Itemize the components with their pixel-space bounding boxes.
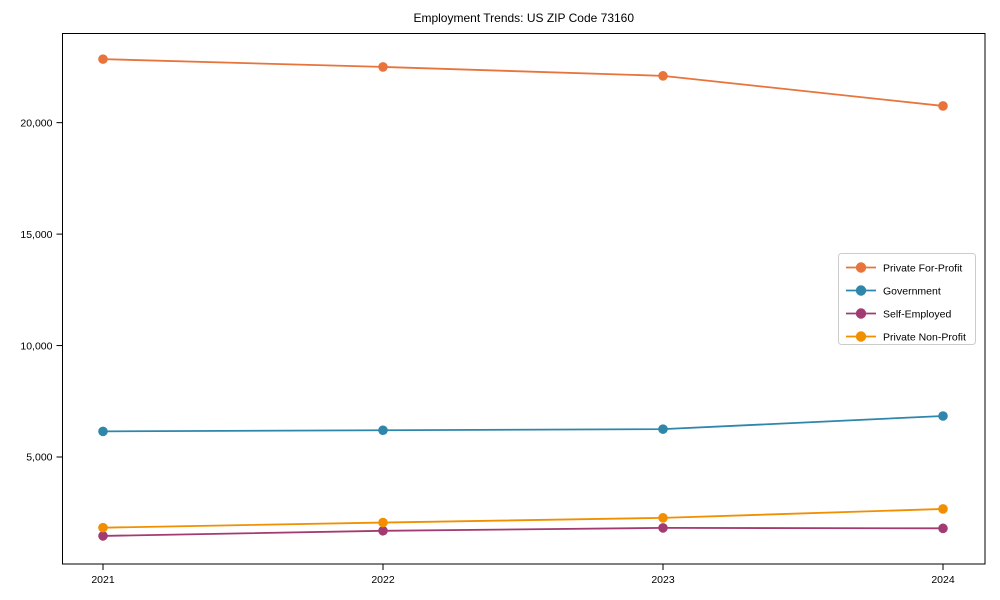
y-tick-label: 10,000 [20,340,52,352]
plot-area-border [62,33,986,565]
series-layer [98,54,948,541]
data-point-marker [98,531,108,541]
chart-title: Employment Trends: US ZIP Code 73160 [413,11,634,25]
data-point-marker [658,523,668,533]
y-axis: 5,000 10,000 15,000 20,000 [20,117,63,464]
data-point-marker [378,517,388,528]
data-point-marker [938,101,948,111]
series-line-self-employed [102,526,944,537]
data-point-marker [938,504,948,514]
x-axis: 2021 2022 2023 2024 [91,564,955,586]
legend-label: Private Non-Profit [883,331,966,343]
data-point-marker [938,411,948,421]
data-point-marker [378,425,388,436]
data-point-marker [98,522,108,533]
y-tick-label: 5,000 [26,452,52,464]
series-line-private-non-profit [102,508,944,529]
legend-label: Self-Employed [883,308,951,320]
legend-swatch-marker [855,331,867,342]
x-tick-label: 2021 [91,574,115,586]
y-tick-label: 15,000 [20,229,52,241]
data-point-marker [378,62,388,72]
data-point-marker [658,424,668,434]
legend-box [838,253,976,345]
series-line-private-for-profit [102,58,944,107]
x-tick-label: 2022 [371,574,395,586]
legend-swatch-marker [855,308,867,319]
legend-swatch-marker [855,285,867,296]
data-point-marker [658,513,668,523]
data-point-marker [98,54,108,64]
data-point-marker [378,525,388,536]
legend: Private For-Profit Government Self-Employe… [838,253,976,345]
data-point-marker [938,523,948,534]
data-point-marker [658,71,668,81]
legend-label: Private For-Profit [883,262,962,274]
series-line-government [102,415,944,433]
x-tick-label: 2023 [651,574,675,586]
legend-label: Government [883,285,941,297]
data-point-marker [98,426,108,437]
x-tick-label: 2024 [931,574,955,586]
legend-swatch-marker [855,262,867,273]
y-tick-label: 20,000 [20,117,52,129]
